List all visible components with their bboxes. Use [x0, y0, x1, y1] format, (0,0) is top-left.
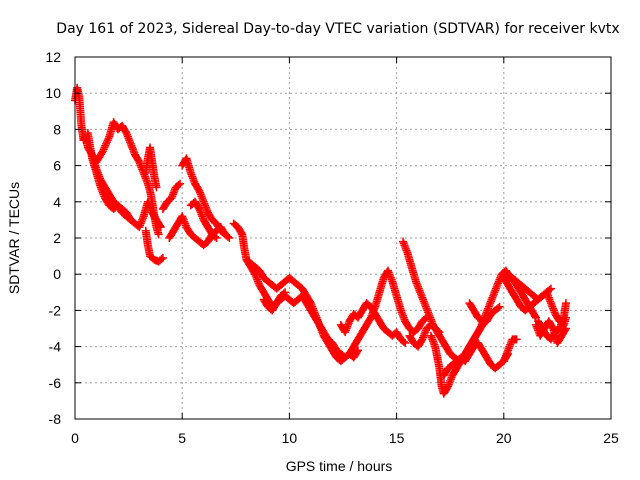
- data-point: [546, 284, 555, 293]
- data-point-marker: [125, 214, 134, 223]
- y-tick-label: 10: [45, 85, 61, 101]
- y-tick-label: -2: [49, 302, 62, 318]
- data-point-marker: [104, 134, 113, 143]
- data-point-marker: [279, 289, 288, 298]
- data-point: [158, 253, 167, 262]
- x-tick-label: 0: [71, 430, 79, 446]
- data-point: [212, 234, 221, 242]
- data-point: [478, 317, 487, 326]
- data-point: [512, 335, 521, 344]
- data-point-marker: [399, 337, 408, 346]
- data-point: [354, 346, 363, 355]
- data-point: [435, 328, 444, 337]
- data-point: [495, 302, 504, 311]
- y-tick-label: -6: [49, 375, 62, 391]
- axis-ticks: [74, 56, 612, 420]
- data-point-marker: [174, 180, 183, 189]
- data-point-marker: [101, 141, 110, 150]
- x-tick-label: 10: [282, 430, 298, 446]
- data-point-marker: [545, 285, 554, 294]
- data-point-marker: [211, 232, 220, 241]
- data-point: [225, 234, 234, 242]
- data-point-marker: [100, 143, 109, 152]
- y-tick-label: 12: [45, 49, 61, 65]
- data-point-marker: [102, 139, 111, 148]
- y-tick-label: 2: [53, 230, 61, 246]
- x-tick-label: 5: [178, 430, 186, 446]
- y-axis-label: SDTVAR / TECUs: [6, 182, 22, 294]
- data-point: [154, 230, 163, 239]
- y-tick-label: -8: [49, 411, 62, 427]
- data-point-marker: [476, 316, 485, 325]
- data-point-marker: [99, 145, 108, 154]
- data-point: [152, 183, 161, 192]
- data-point-marker: [531, 312, 540, 321]
- x-tick-label: 20: [496, 430, 512, 446]
- data-point: [126, 215, 135, 224]
- data-point-marker: [103, 136, 112, 145]
- data-point-marker: [353, 347, 362, 356]
- chart-title: Day 161 of 2023, Sidereal Day-to-day VTE…: [56, 21, 619, 37]
- x-tick-labels: 0 5 10 15 20 25: [71, 430, 619, 446]
- data-point-marker: [157, 255, 166, 264]
- data-point: [221, 230, 230, 239]
- data-point-marker: [102, 138, 111, 147]
- data-series-sdtvar: [71, 83, 570, 398]
- data-point: [561, 324, 570, 333]
- data-point: [401, 338, 410, 347]
- data-point: [561, 299, 570, 308]
- data-point-marker: [561, 325, 570, 334]
- data-point: [176, 179, 185, 188]
- y-tick-label: 8: [53, 121, 61, 137]
- data-point-marker: [494, 303, 503, 312]
- data-point: [98, 147, 107, 156]
- y-tick-label: -4: [49, 339, 62, 355]
- y-tick-label: 0: [53, 266, 61, 282]
- data-point: [281, 288, 290, 297]
- data-point-marker: [219, 229, 228, 238]
- y-tick-labels: 12 10 8 6 4 2 0 -2 -4 -6 -8: [45, 49, 61, 427]
- x-tick-label: 15: [389, 430, 405, 446]
- data-point-marker: [434, 326, 443, 335]
- x-axis-label: GPS time / hours: [286, 458, 393, 474]
- x-tick-label: 25: [603, 430, 619, 446]
- y-tick-label: 4: [53, 194, 61, 210]
- y-tick-label: 6: [53, 158, 61, 174]
